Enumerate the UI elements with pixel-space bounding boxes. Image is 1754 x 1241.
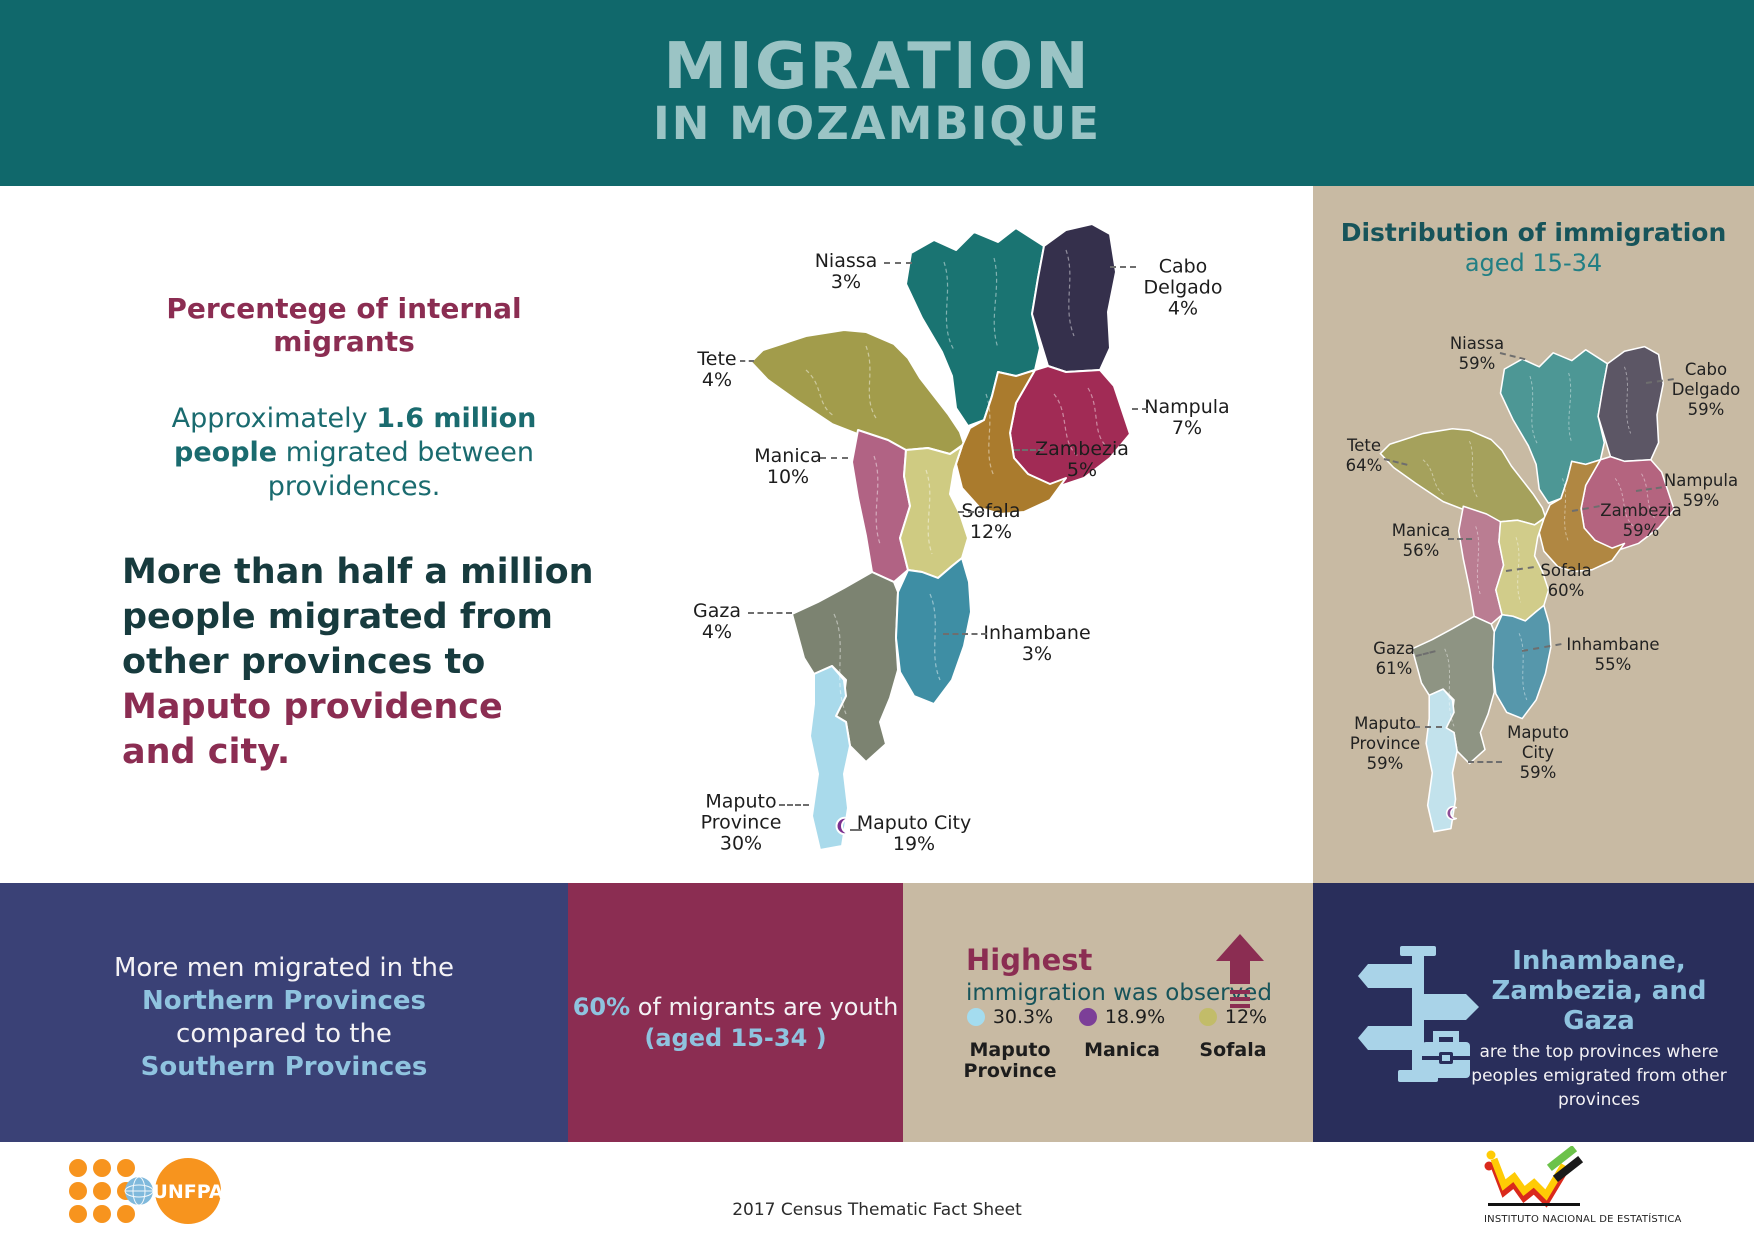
legend-dot-sofala bbox=[1198, 1008, 1217, 1026]
leader-tete bbox=[740, 360, 754, 362]
internal-migrants-map bbox=[750, 223, 1131, 851]
imm-label-inhambane: Inhambane 55% bbox=[1566, 635, 1660, 674]
province-shape-inhambane bbox=[1491, 604, 1552, 720]
imm-label-zambezia: Zambezia 59% bbox=[1600, 501, 1682, 540]
legend-sofala: 12% Sofala bbox=[1198, 1006, 1268, 1061]
immigration-panel-title: Distribution of immigration aged 15-34 bbox=[1340, 218, 1727, 277]
map-label-niassa: Niassa 3% bbox=[814, 250, 878, 293]
panel-northern-southern-text: More men migrated in the Northern Provin… bbox=[113, 953, 455, 1082]
ine-logo: INSTITUTO NACIONAL DE ESTATÍSTICA bbox=[1484, 1144, 1684, 1225]
legend-manica: 18.9% Manica bbox=[1064, 1006, 1180, 1061]
legend-dot-maputo-province bbox=[966, 1008, 985, 1026]
imm-label-gaza: Gaza 61% bbox=[1373, 639, 1415, 678]
map-label-cabo-delgado: Cabo Delgado 4% bbox=[1143, 255, 1223, 320]
highest-subtitle: immigration was observed bbox=[966, 980, 1272, 1006]
migration-total-paragraph: Approximately 1.6 million people migrate… bbox=[171, 403, 537, 502]
leader-gaza bbox=[748, 612, 792, 614]
map-label-tete: Tete 4% bbox=[697, 348, 737, 391]
leader-nampula bbox=[1132, 408, 1148, 410]
leader-inhambane bbox=[943, 633, 987, 635]
imm-label-maputo-city: Maputo City 59% bbox=[1507, 723, 1569, 782]
map-label-maputo-city: Maputo City 19% bbox=[856, 812, 972, 855]
header-band: MIGRATION IN MOZAMBIQUE bbox=[0, 0, 1754, 186]
leader-maputo-province bbox=[779, 804, 809, 806]
map-label-gaza: Gaza 4% bbox=[693, 600, 741, 643]
leader-manica bbox=[820, 457, 848, 459]
leader-niassa bbox=[884, 262, 912, 264]
map-label-manica: Manica 10% bbox=[754, 445, 822, 488]
maputo-statement: More than half a million people migrated… bbox=[122, 552, 594, 772]
svg-text:UNFPA: UNFPA bbox=[152, 1181, 223, 1203]
imm-label-niassa: Niassa 59% bbox=[1449, 334, 1505, 373]
imm-label-manica: Manica 56% bbox=[1391, 521, 1451, 560]
legend-dot-manica bbox=[1078, 1008, 1097, 1026]
unfpa-logo: UNFPA bbox=[69, 1158, 224, 1224]
province-shape-manica bbox=[851, 429, 911, 583]
imm-label-cabo-delgado: Cabo Delgado 59% bbox=[1671, 360, 1741, 419]
province-shape-maputo-city bbox=[1445, 805, 1458, 821]
imm-label-maputo-province: Maputo Province 59% bbox=[1349, 714, 1421, 773]
leader-cabo-delgado bbox=[1110, 266, 1136, 268]
panel-northern-southern bbox=[0, 883, 568, 1142]
panel-emigration-text: Inhambane, Zambezia, and Gaza are the to… bbox=[1471, 946, 1727, 1110]
panel-emigration bbox=[1313, 883, 1754, 1142]
leader-imm-maputo-province bbox=[1414, 726, 1442, 728]
leader-zambezia bbox=[1014, 449, 1044, 451]
imm-label-nampula: Nampula 59% bbox=[1663, 471, 1739, 510]
imm-label-tete: Tete 64% bbox=[1345, 436, 1383, 475]
imm-label-sofala: Sofala 60% bbox=[1540, 561, 1592, 600]
map-label-sofala: Sofala 12% bbox=[961, 500, 1021, 543]
province-shape-cabo-delgado bbox=[1031, 223, 1117, 373]
panel-youth-text: 60% of migrants are youth (aged 15-34 ) bbox=[572, 993, 899, 1052]
map-label-zambezia: Zambezia 5% bbox=[1035, 438, 1129, 481]
province-shape-inhambane bbox=[895, 557, 972, 705]
footer-caption: 2017 Census Thematic Fact Sheet bbox=[732, 1200, 1022, 1220]
page-title: MIGRATION IN MOZAMBIQUE bbox=[653, 30, 1101, 150]
internal-migrants-heading: Percentege of internal migrants bbox=[166, 292, 522, 358]
map-label-inhambane: Inhambane 3% bbox=[983, 622, 1091, 665]
province-shape-maputo-city bbox=[835, 816, 850, 836]
panel-youth bbox=[568, 883, 903, 1142]
up-arrow-icon bbox=[1216, 934, 1264, 1008]
legend-maputo-province: 30.3% Maputo Province bbox=[963, 1006, 1057, 1082]
map-label-maputo-province: Maputo Province 30% bbox=[700, 790, 782, 855]
province-shape-manica bbox=[1457, 505, 1505, 625]
leader-imm-manica bbox=[1448, 538, 1472, 540]
highest-title: Highest bbox=[966, 943, 1093, 977]
leader-sofala bbox=[958, 511, 984, 513]
leader-imm-maputo-city bbox=[1468, 761, 1502, 763]
map-label-nampula: Nampula 7% bbox=[1144, 396, 1230, 439]
signpost-briefcase-icon bbox=[1358, 946, 1479, 1082]
province-shape-cabo-delgado bbox=[1597, 345, 1664, 463]
ine-logo-mark bbox=[1484, 1144, 1584, 1208]
leader-maputo-city bbox=[850, 829, 862, 831]
